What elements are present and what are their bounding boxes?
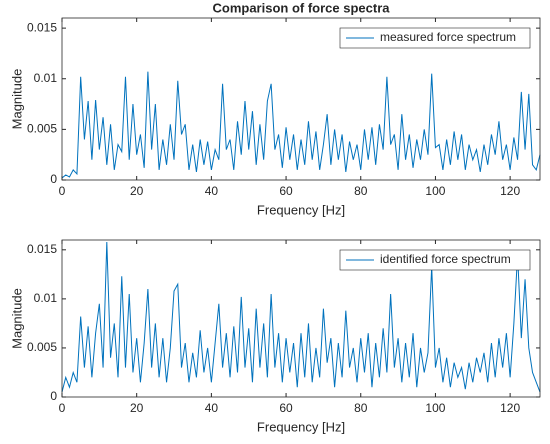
legend-box	[339, 249, 531, 271]
y-tick-label: 0.015	[27, 20, 57, 34]
y-tick-label: 0	[50, 172, 57, 186]
legend-box	[339, 27, 531, 49]
x-tick-label: 20	[130, 401, 144, 415]
x-tick-label: 80	[354, 184, 368, 198]
y-tick-label: 0.01	[34, 71, 58, 85]
x-tick-label: 40	[205, 184, 219, 198]
legend-label: measured force spectrum	[380, 30, 516, 44]
y-tick-label: 0.005	[27, 122, 57, 136]
x-tick-label: 120	[500, 401, 520, 415]
y-tick-label: 0.015	[27, 242, 57, 256]
y-axis-label: Magnitude	[9, 288, 24, 349]
y-tick-label: 0	[50, 389, 57, 403]
x-tick-label: 40	[205, 401, 219, 415]
x-tick-label: 120	[500, 184, 520, 198]
x-tick-label: 100	[425, 184, 445, 198]
y-axis-label: Magnitude	[9, 69, 24, 130]
x-axis-label: Frequency [Hz]	[257, 202, 345, 217]
y-tick-label: 0.01	[34, 291, 58, 305]
legend-label: identified force spectrum	[380, 252, 511, 266]
spectrum-line	[61, 71, 541, 179]
spectrum-line	[61, 241, 541, 393]
x-tick-label: 60	[279, 401, 293, 415]
y-tick-label: 0.005	[27, 340, 57, 354]
axes-frame	[61, 239, 541, 398]
x-tick-label: 80	[354, 401, 368, 415]
x-tick-label: 0	[59, 401, 66, 415]
x-axis-label: Frequency [Hz]	[257, 419, 345, 434]
x-tick-label: 100	[425, 401, 445, 415]
x-tick-label: 20	[130, 184, 144, 198]
chart-title: Comparison of force spectra	[213, 0, 391, 15]
x-tick-label: 0	[59, 184, 66, 198]
x-tick-label: 60	[279, 184, 293, 198]
axes-frame	[61, 17, 541, 181]
